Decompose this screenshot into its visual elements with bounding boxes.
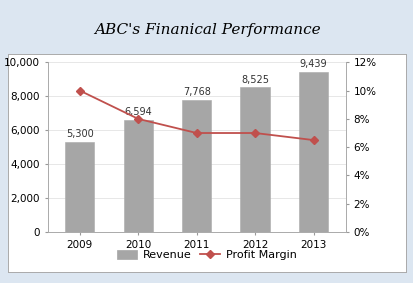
Text: 5,300: 5,300 <box>66 129 93 139</box>
Bar <box>65 142 94 232</box>
Legend: Revenue, Profit Margin: Revenue, Profit Margin <box>112 245 301 265</box>
Text: 7,768: 7,768 <box>182 87 210 97</box>
Text: 8,525: 8,525 <box>240 75 268 85</box>
Bar <box>298 72 328 232</box>
Bar <box>182 100 211 232</box>
Text: 6,594: 6,594 <box>124 107 152 117</box>
Text: 9,439: 9,439 <box>299 59 327 69</box>
Bar <box>240 87 269 232</box>
Text: ABC's Finanical Performance: ABC's Finanical Performance <box>93 23 320 37</box>
Bar <box>123 120 152 232</box>
